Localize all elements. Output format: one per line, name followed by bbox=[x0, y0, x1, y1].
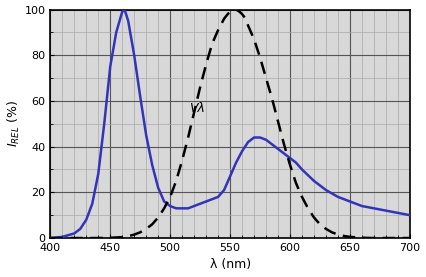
X-axis label: λ (nm): λ (nm) bbox=[210, 258, 250, 271]
Text: Vλ: Vλ bbox=[189, 102, 205, 115]
Y-axis label: $\mathit{I}_{REL}$ (%): $\mathit{I}_{REL}$ (%) bbox=[6, 100, 22, 147]
